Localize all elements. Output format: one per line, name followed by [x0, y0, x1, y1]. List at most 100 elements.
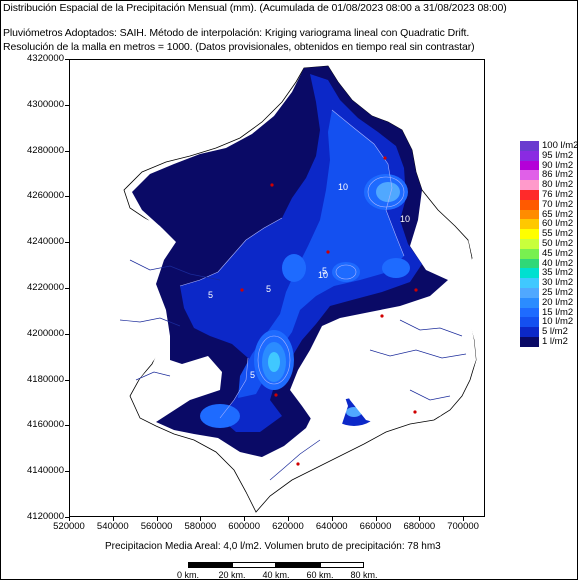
white-area-south: [238, 360, 348, 510]
legend-item: 40 l/m2: [520, 258, 578, 269]
legend-label: 1 l/m2: [542, 335, 568, 347]
precipitation-legend: 100 l/m2 95 l/m2 90 l/m2 86 l/m2 80 l/m2 76 l…: [520, 140, 579, 347]
x-tick-mark: [419, 517, 421, 521]
y-tick-label: 4160000: [27, 419, 64, 431]
legend-swatch: [520, 180, 539, 190]
legend-swatch: [520, 258, 539, 269]
legend-swatch: [520, 278, 539, 288]
resolution-text: Resolución de la malla en metros = 1000.…: [3, 41, 475, 53]
legend-item: 100 l/m2: [520, 140, 579, 151]
contour-label: 10: [318, 270, 328, 280]
y-tick-mark: [65, 425, 69, 427]
x-tick-mark: [463, 517, 465, 521]
method-text: Pluviómetros Adoptados: SAIH. Método de …: [3, 27, 470, 39]
scale-label: 20 km.: [218, 570, 246, 580]
y-tick-label: 4220000: [27, 282, 64, 293]
x-tick-mark: [244, 517, 246, 521]
legend-label: 86 l/m2: [542, 169, 574, 181]
y-tick-mark: [65, 379, 69, 381]
contour-lines: [179, 109, 405, 419]
legend-label: 80 l/m2: [542, 179, 574, 191]
legend-label: 95 l/m2: [542, 149, 574, 161]
legend-label: 100 l/m2: [542, 140, 579, 151]
y-tick-label: 4200000: [27, 327, 64, 339]
x-tick-label: 520000: [53, 521, 85, 532]
x-tick-mark: [156, 517, 158, 521]
x-tick-mark: [287, 517, 289, 521]
legend-swatch: [520, 229, 539, 239]
y-tick-label: 4260000: [27, 190, 64, 202]
x-tick-mark: [200, 517, 202, 521]
legend-label: 55 l/m2: [542, 228, 574, 240]
y-tick-mark: [65, 471, 69, 473]
blob-east: [382, 258, 410, 278]
y-tick-mark: [65, 333, 69, 335]
legend-swatch: [520, 287, 539, 298]
y-tick-mark: [65, 150, 69, 152]
contour-label: 5: [322, 266, 327, 276]
y-tick-label: 4180000: [27, 373, 64, 385]
y-tick-label: 4320000: [27, 53, 64, 64]
y-tick-label: 4280000: [27, 144, 64, 156]
x-tick-label: 560000: [140, 521, 173, 532]
legend-swatch: [520, 219, 539, 230]
legend-label: 5 l/m2: [542, 326, 568, 338]
legend-swatch: [520, 209, 539, 220]
white-area-east: [332, 240, 476, 426]
x-tick-label: 620000: [272, 521, 304, 532]
scale-label: 0 km.: [176, 570, 200, 580]
legend-swatch: [520, 248, 539, 259]
legend-label: 60 l/m2: [542, 218, 574, 230]
x-tick-label: 540000: [96, 521, 129, 532]
legend-swatch: [520, 141, 539, 151]
legend-swatch: [520, 307, 539, 318]
white-area-west: [110, 210, 170, 396]
x-tick-mark: [375, 517, 377, 521]
x-tick-label: 580000: [184, 521, 217, 532]
legend-item: 50 l/m2: [520, 237, 578, 249]
legend-swatch: [520, 317, 539, 328]
legend-item: 95 l/m2: [520, 149, 578, 161]
contour-label: 5: [208, 290, 213, 300]
scale-segment: [276, 562, 320, 568]
blob-north-east-core: [376, 182, 400, 202]
legend-item: 45 l/m2: [520, 247, 578, 259]
x-tick-label: 640000: [315, 521, 348, 532]
legend-item: 65 l/m2: [520, 209, 578, 220]
legend-swatch: [520, 327, 539, 337]
legend-item: 15 l/m2: [520, 307, 578, 318]
y-tick-mark: [65, 242, 69, 244]
contour-label: 10: [400, 214, 410, 224]
legend-label: 76 l/m2: [542, 188, 574, 200]
scale-label: 40 km.: [262, 570, 290, 580]
x-tick-label: 700000: [447, 521, 479, 532]
y-tick-mark: [65, 517, 69, 518]
legend-item: 35 l/m2: [520, 267, 578, 278]
blob-mid-north: [282, 254, 306, 282]
legend-label: 45 l/m2: [542, 247, 574, 259]
legend-item: 20 l/m2: [520, 297, 578, 308]
legend-swatch: [520, 297, 539, 308]
legend-item: 90 l/m2: [520, 159, 578, 171]
legend-label: 70 l/m2: [542, 198, 574, 210]
scale-segment: [188, 562, 232, 568]
x-tick-mark: [69, 517, 70, 521]
legend-label: 50 l/m2: [542, 237, 574, 249]
x-tick-mark: [112, 517, 114, 521]
y-tick-label: 4300000: [27, 98, 64, 110]
legend-item: 86 l/m2: [520, 169, 578, 181]
y-tick-mark: [65, 196, 69, 198]
legend-item: 80 l/m2: [520, 179, 578, 191]
x-tick-label: 680000: [403, 521, 436, 532]
legend-label: 90 l/m2: [542, 159, 574, 171]
x-tick-mark: [331, 517, 333, 521]
town-markers: [240, 156, 418, 466]
areal-summary: Precipitacion Media Areal: 4,0 l/m2. Vol…: [105, 541, 441, 552]
legend-label: 10 l/m2: [542, 316, 574, 328]
legend-swatch: [520, 238, 539, 249]
contour-label: 10: [338, 182, 348, 192]
y-tick-mark: [65, 59, 69, 60]
contour-label: 5: [250, 370, 255, 380]
y-tick-mark: [65, 104, 69, 106]
